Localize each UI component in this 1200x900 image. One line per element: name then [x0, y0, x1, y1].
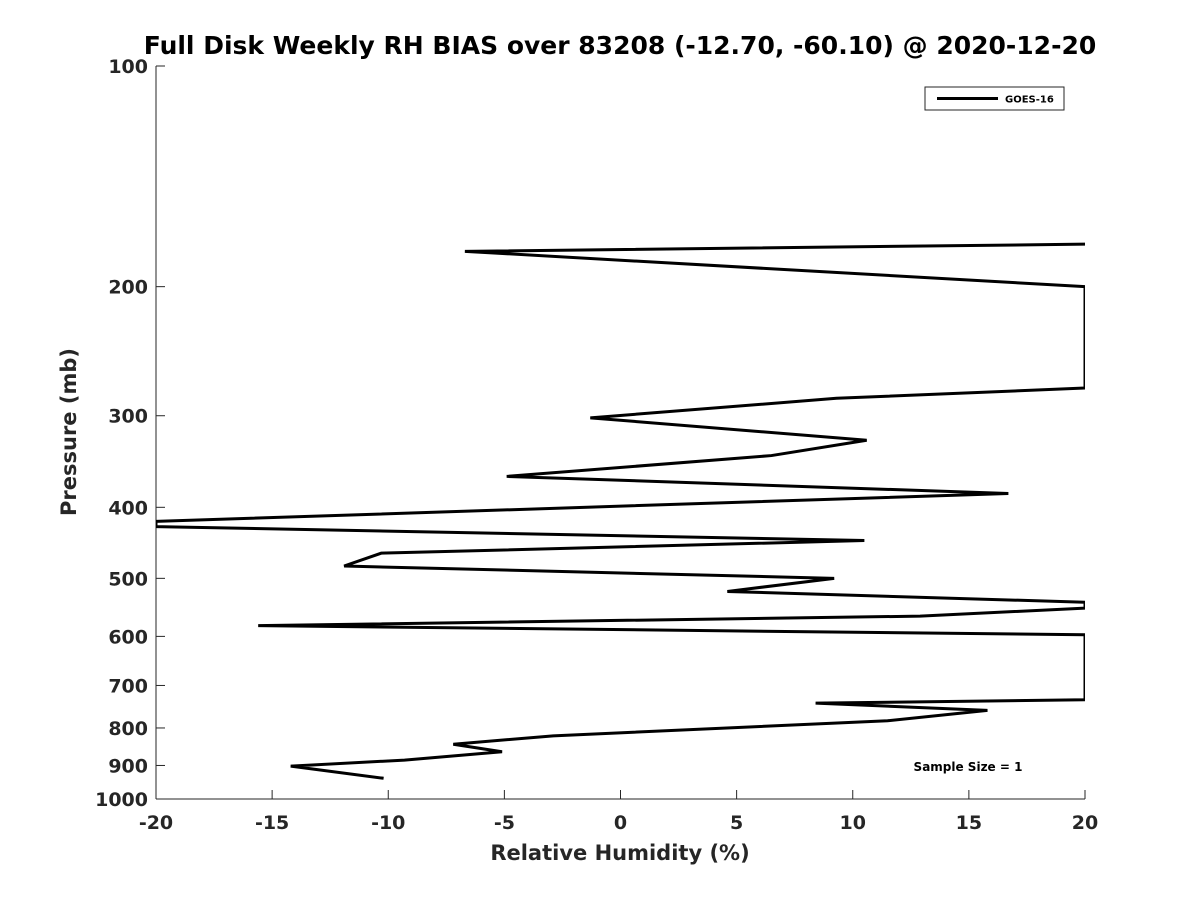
plot-area: -20 -15 -10 -5 0 5 10 15 20 100 200 300 400 500 600 700… [95, 56, 1098, 834]
x-tick-label: 15 [956, 812, 982, 834]
x-axis-label: Relative Humidity (%) [490, 841, 749, 865]
x-tick-label: -15 [255, 812, 289, 834]
y-tick-label: 500 [108, 568, 148, 590]
x-tick-label: 10 [840, 812, 866, 834]
y-tick-label: 600 [108, 626, 148, 648]
legend-label-goes-16: GOES-16 [1005, 95, 1054, 106]
x-tick-label: 0 [614, 812, 627, 834]
x-tick-label: 20 [1072, 812, 1098, 834]
x-tick-label: -10 [371, 812, 405, 834]
sample-size-annotation: Sample Size = 1 [914, 760, 1023, 774]
x-tick-label: -20 [139, 812, 173, 834]
series-line-goes-16 [156, 242, 1085, 780]
chart-title: Full Disk Weekly RH BIAS over 83208 (-12… [144, 31, 1097, 60]
y-axis-label: Pressure (mb) [57, 348, 81, 516]
y-tick-label: 900 [108, 755, 148, 777]
y-tick-label: 400 [108, 497, 148, 519]
y-tick-label: 700 [108, 675, 148, 697]
y-tick-label: 1000 [95, 789, 148, 811]
y-tick-label: 200 [108, 277, 148, 299]
x-tick-label: -5 [494, 812, 515, 834]
y-tick-label: 300 [108, 406, 148, 428]
x-tick-label: 5 [730, 812, 743, 834]
y-tick-label: 800 [108, 718, 148, 740]
legend: GOES-16 [924, 86, 1065, 111]
y-tick-label: 100 [108, 56, 148, 78]
